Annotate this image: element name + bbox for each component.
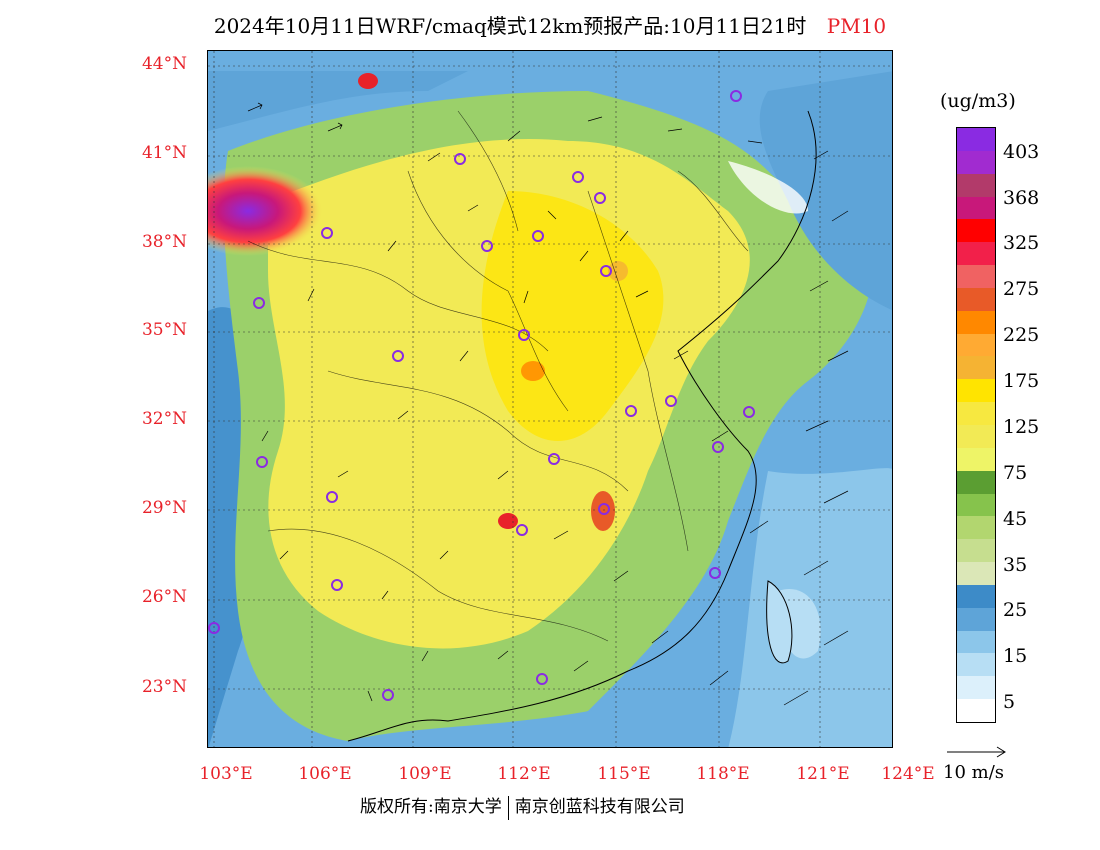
legend-label-5: 5 — [1003, 691, 1016, 713]
lon-label-109: 109°E — [398, 764, 452, 784]
legend-label-25: 25 — [1003, 599, 1028, 621]
colorbar-segment — [957, 562, 995, 586]
hotspot-northwest — [208, 166, 323, 256]
legend-label-175: 175 — [1003, 370, 1040, 392]
coastline — [347, 110, 817, 742]
city-marker — [665, 395, 677, 407]
lat-label-38: 38°N — [141, 232, 187, 252]
city-marker — [598, 503, 610, 515]
colorbar-segment — [957, 356, 995, 380]
title-pollutant: PM10 — [826, 14, 887, 38]
lat-label-23: 23°N — [141, 677, 187, 697]
colorbar-segment — [957, 128, 995, 152]
colorbar-segment — [957, 470, 995, 495]
lat-label-35: 35°N — [141, 320, 187, 340]
lat-label-41: 41°N — [141, 143, 187, 163]
colorbar-segment — [957, 333, 995, 357]
legend-label-225: 225 — [1003, 324, 1040, 346]
colorbar-segment — [957, 425, 995, 449]
footer-left: 版权所有:南京大学 — [360, 797, 502, 817]
legend-label-45: 45 — [1003, 508, 1028, 530]
city-marker — [382, 689, 394, 701]
city-marker — [516, 524, 528, 536]
city-marker — [709, 567, 721, 579]
colorbar-segment — [957, 265, 995, 289]
title-main: 2024年10月11日WRF/cmaq模式12km预报产品:10月11日21时 — [213, 14, 807, 38]
city-marker — [548, 453, 560, 465]
colorbar-segment — [957, 150, 995, 175]
colorbar-segment — [957, 493, 995, 517]
colorbar-segment — [957, 516, 995, 540]
lat-label-29: 29°N — [141, 498, 187, 518]
colorbar-segment — [957, 402, 995, 426]
city-marker — [208, 622, 220, 634]
map-panel — [207, 50, 893, 748]
lat-label-26: 26°N — [141, 587, 187, 607]
city-marker — [256, 456, 268, 468]
colorbar-segment — [957, 242, 995, 266]
copyright-footer: 版权所有:南京大学 南京创蓝科技有限公司 — [360, 792, 685, 820]
footer-divider — [507, 795, 509, 820]
city-marker — [518, 329, 530, 341]
colorbar-segment — [957, 287, 995, 312]
city-marker — [743, 406, 755, 418]
lon-label-121: 121°E — [796, 764, 850, 784]
colorbar-segment — [957, 447, 995, 472]
colorbar-segment — [957, 379, 995, 403]
city-marker — [600, 265, 612, 277]
colorbar-segment — [957, 607, 995, 632]
legend-label-35: 35 — [1003, 554, 1028, 576]
colorbar — [956, 127, 996, 723]
legend-label-125: 125 — [1003, 416, 1040, 438]
lon-label-103: 103°E — [199, 764, 253, 784]
city-marker — [536, 673, 548, 685]
colorbar-segment — [957, 584, 995, 609]
city-marker — [730, 90, 742, 102]
colorbar-segment — [957, 310, 995, 335]
colorbar-segment — [957, 219, 995, 243]
footer-right: 南京创蓝科技有限公司 — [514, 797, 685, 817]
city-marker — [481, 240, 493, 252]
colorbar-segment — [957, 196, 995, 220]
legend-unit: (ug/m3) — [940, 90, 1016, 112]
legend-label-325: 325 — [1003, 232, 1040, 254]
wind-reference-label: 10 m/s — [943, 762, 1004, 783]
colorbar-segment — [957, 699, 995, 723]
colorbar-segment — [957, 653, 995, 677]
lat-label-32: 32°N — [141, 409, 187, 429]
lon-label-112: 112°E — [497, 764, 551, 784]
legend-label-75: 75 — [1003, 462, 1028, 484]
city-marker — [625, 405, 637, 417]
legend-label-368: 368 — [1003, 187, 1040, 209]
city-marker — [331, 579, 343, 591]
colorbar-segment — [957, 173, 995, 198]
lon-label-106: 106°E — [298, 764, 352, 784]
legend-label-15: 15 — [1003, 645, 1028, 667]
city-marker — [321, 227, 333, 239]
city-marker — [253, 297, 265, 309]
city-marker — [454, 153, 466, 165]
colorbar-segment — [957, 676, 995, 700]
city-marker — [326, 491, 338, 503]
city-marker — [532, 230, 544, 242]
lat-label-44: 44°N — [141, 54, 187, 74]
wind-reference-arrow — [947, 746, 1006, 758]
lon-label-118: 118°E — [696, 764, 750, 784]
city-marker — [712, 441, 724, 453]
lon-label-115: 115°E — [597, 764, 651, 784]
city-marker — [572, 171, 584, 183]
pm10-map — [208, 51, 892, 747]
city-marker — [392, 350, 404, 362]
legend-label-403: 403 — [1003, 141, 1040, 163]
city-marker — [594, 192, 606, 204]
lon-label-124: 124°E — [881, 764, 935, 784]
legend-label-275: 275 — [1003, 278, 1040, 300]
colorbar-segment — [957, 630, 995, 654]
colorbar-segment — [957, 539, 995, 563]
chart-title: 2024年10月11日WRF/cmaq模式12km预报产品:10月11日21时 … — [0, 10, 1100, 39]
